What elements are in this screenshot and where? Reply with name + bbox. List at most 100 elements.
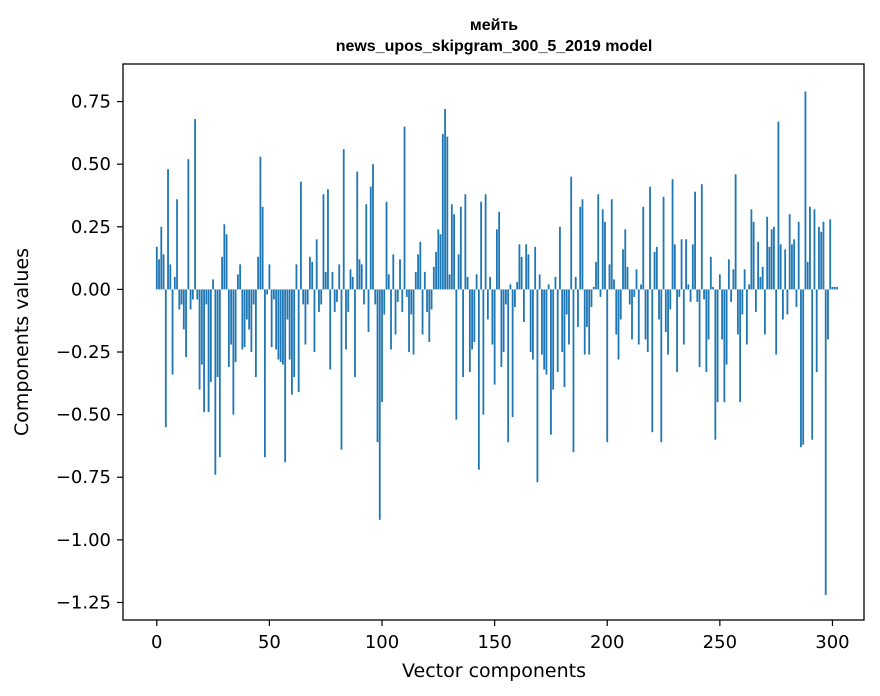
bar [784,249,787,290]
bar [180,289,183,305]
bar [712,286,714,290]
bar [590,289,593,307]
bar [588,289,591,355]
bar [820,231,823,290]
y-tick-label: −0.75 [56,467,111,488]
bar [394,289,397,335]
bar [734,174,737,290]
bar [700,184,703,290]
bar [586,289,588,327]
bar [349,269,352,290]
bar [372,164,374,290]
bar [282,289,284,365]
bar [250,289,253,353]
bar [534,246,537,290]
bar [329,289,332,370]
bar [164,289,167,428]
bar [336,289,338,302]
bar [297,289,300,393]
bar [340,289,343,450]
bar [570,176,573,290]
bar [200,289,203,365]
bar [754,289,757,312]
bar [504,289,507,305]
bar [766,216,769,290]
bar [574,276,577,290]
bar [773,226,775,290]
bar [795,289,798,307]
bar [405,289,408,297]
bar [651,289,654,433]
bar [459,206,462,290]
bar [831,286,834,290]
bar [736,289,739,335]
bar [610,199,613,290]
bar [259,156,262,290]
bar [160,226,163,290]
bar [691,244,694,290]
bar [169,264,172,290]
bar [797,221,800,290]
bar [624,229,627,290]
bar [572,289,575,453]
bar [412,289,415,355]
bar [232,289,235,415]
bar [788,214,791,290]
bar [829,219,832,290]
bar [270,289,273,348]
bar [320,289,323,305]
bar [369,186,372,290]
bar [277,289,280,360]
bar [248,289,251,330]
bar [302,289,305,305]
bar [716,289,719,403]
bar [252,289,255,305]
bar [439,234,442,290]
bar [446,136,449,290]
bar [354,289,356,378]
bar [559,226,561,290]
bar [315,239,318,290]
bar [421,289,424,335]
bar [759,276,762,290]
bar [525,244,528,290]
bar [322,194,325,290]
bar [473,289,476,342]
x-tick-label: 100 [365,632,399,653]
bar [367,289,370,332]
bar [167,169,169,290]
bar [655,246,658,290]
bar [227,289,230,368]
bar [486,289,489,320]
bar [601,209,604,290]
bar [225,234,228,290]
bar [403,126,406,290]
bar [356,171,359,290]
bar [450,204,453,290]
x-tick-label: 300 [815,632,849,653]
bar [676,289,678,373]
bar [516,281,519,290]
bar [658,289,660,320]
bar [493,289,496,385]
bar [568,289,570,345]
bar [435,251,437,290]
bar [430,289,433,310]
bar [374,289,377,305]
bar [484,194,487,290]
bar [628,289,631,305]
bar [309,256,311,290]
bar [387,274,390,290]
bar [599,289,602,297]
bar [543,289,546,370]
bar [273,289,275,300]
bar [595,261,597,290]
bar [757,241,760,290]
bar [162,254,165,290]
bar [221,256,223,290]
bar [617,289,620,360]
bar [453,214,455,290]
bar [223,224,226,290]
bar [376,289,379,443]
